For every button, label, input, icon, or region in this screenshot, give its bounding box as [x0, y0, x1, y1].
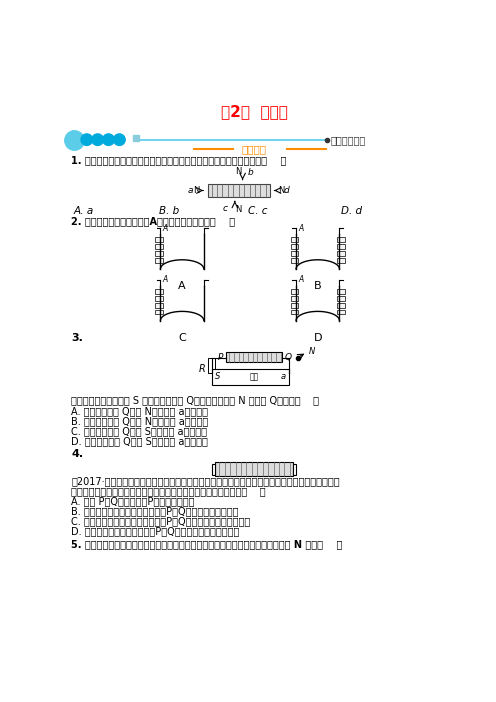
Bar — [155, 303, 163, 307]
Bar — [212, 464, 215, 475]
Text: C. 若只改变螺线管中的电流方向，P、Q两点处的磁场方向会改变: C. 若只改变螺线管中的电流方向，P、Q两点处的磁场方向会改变 — [71, 517, 250, 526]
Circle shape — [103, 134, 114, 145]
Text: 3.: 3. — [71, 333, 83, 343]
Text: N: N — [278, 186, 285, 195]
Text: C: C — [178, 333, 186, 343]
Bar — [291, 237, 299, 242]
Text: Q: Q — [284, 353, 292, 362]
Text: 能力提升: 能力提升 — [242, 144, 267, 154]
Text: A: A — [163, 224, 168, 233]
Bar — [337, 258, 345, 263]
Text: A: A — [179, 282, 186, 291]
Bar — [215, 463, 293, 476]
Circle shape — [92, 134, 104, 145]
Text: N: N — [236, 167, 242, 176]
Bar — [337, 237, 345, 242]
Bar — [291, 303, 299, 307]
Text: A. a: A. a — [73, 206, 94, 216]
Text: C. c: C. c — [248, 206, 267, 216]
Text: D. d: D. d — [341, 206, 362, 216]
Text: P: P — [218, 353, 223, 362]
Bar — [155, 251, 163, 256]
Text: 1. 如图所示，通电螺线管周围的小磁针静止时，小磁针指向不正确的是（    ）: 1. 如图所示，通电螺线管周围的小磁针静止时，小磁针指向不正确的是（ ） — [71, 155, 287, 166]
Text: c: c — [223, 204, 228, 213]
Bar — [337, 251, 345, 256]
Bar — [155, 289, 163, 293]
Bar — [155, 310, 163, 314]
Bar — [155, 237, 163, 242]
Bar — [337, 310, 345, 314]
Text: C. 通电螺线管的 Q端为 S极，电源 a端为正极: C. 通电螺线管的 Q端为 S极，电源 a端为正极 — [71, 425, 207, 436]
Text: 电池: 电池 — [249, 372, 259, 381]
Text: 屑，通电后轻磁玻璃板，鐵屑的排列如图所示。下列说法正确的是（    ）: 屑，通电后轻磁玻璃板，鐵屑的排列如图所示。下列说法正确的是（ ） — [71, 486, 266, 496]
Text: 5. 如图所示，将一根导线弯成圆形，在其里面放置一个小磁针，通电后，小磁针的 N 极将（    ）: 5. 如图所示，将一根导线弯成圆形，在其里面放置一个小磁针，通电后，小磁针的 N… — [71, 539, 343, 549]
Text: D. 通电螺线管的 Q端为 S极，电源 a端为负极: D. 通电螺线管的 Q端为 S极，电源 a端为负极 — [71, 436, 208, 446]
Bar — [291, 258, 299, 263]
Bar — [226, 352, 282, 362]
Bar — [337, 289, 345, 293]
Bar — [293, 464, 296, 475]
Text: 4.: 4. — [71, 449, 83, 459]
Text: A: A — [299, 275, 304, 284]
Bar — [155, 296, 163, 300]
Text: B. 通电螺线管的 Q端为 N极，电源 a端为负极: B. 通电螺线管的 Q端为 N极，电源 a端为负极 — [71, 416, 208, 425]
Bar — [291, 244, 299, 249]
Text: 第2节  电生磁: 第2节 电生磁 — [221, 104, 288, 119]
Text: N: N — [193, 186, 199, 195]
Text: （2017·山西中考）小明在一块有机玻璃板上安装了一个用导线绕成的螺线管，在板面上均匀撒满鐵: （2017·山西中考）小明在一块有机玻璃板上安装了一个用导线绕成的螺线管，在板面… — [71, 477, 340, 486]
Text: b: b — [248, 168, 254, 177]
Text: B: B — [314, 282, 321, 291]
Text: N: N — [236, 205, 242, 214]
Text: B. 若只改变螺线管中的电流方向，P、Q两点处的磁场会减弱: B. 若只改变螺线管中的电流方向，P、Q两点处的磁场会减弱 — [71, 507, 239, 517]
Bar — [337, 296, 345, 300]
Bar — [291, 251, 299, 256]
Bar — [337, 303, 345, 307]
Bar — [208, 357, 215, 373]
Bar — [208, 185, 270, 197]
Text: D. 若只增大螺线管中的电流，P、Q两点处的磁场方向会改变: D. 若只增大螺线管中的电流，P、Q两点处的磁场方向会改变 — [71, 526, 240, 536]
Text: 2. 如图所示，闭合开关后，A点磁场方向向左的是（    ）: 2. 如图所示，闭合开关后，A点磁场方向向左的是（ ） — [71, 216, 236, 226]
Bar — [291, 296, 299, 300]
Text: 知能演练提升: 知能演练提升 — [331, 135, 366, 145]
Text: A: A — [163, 275, 168, 284]
Text: R: R — [198, 364, 205, 374]
Text: a: a — [280, 372, 285, 381]
Text: N: N — [309, 347, 314, 356]
Text: d: d — [284, 186, 290, 195]
Bar — [155, 258, 163, 263]
Bar — [291, 310, 299, 314]
Text: S: S — [215, 372, 221, 381]
Circle shape — [114, 134, 125, 145]
Text: D: D — [313, 333, 322, 343]
Text: A: A — [299, 224, 304, 233]
Circle shape — [81, 134, 93, 145]
Text: 如图所示，当闭合开关 S 后，通电螺线管 Q端附近的小磁针 N 极转向 Q端，则（    ）: 如图所示，当闭合开关 S 后，通电螺线管 Q端附近的小磁针 N 极转向 Q端，则… — [71, 395, 319, 405]
Bar — [337, 244, 345, 249]
Bar — [291, 289, 299, 293]
Bar — [155, 244, 163, 249]
Bar — [212, 369, 289, 385]
Text: A. 图中 P、Q两点相比，P点处的磁场较强: A. 图中 P、Q两点相比，P点处的磁场较强 — [71, 496, 195, 507]
Text: a: a — [188, 186, 193, 195]
Text: A. 通电螺线管的 Q端为 N极，电源 a端为正极: A. 通电螺线管的 Q端为 N极，电源 a端为正极 — [71, 406, 208, 416]
Text: B. b: B. b — [159, 206, 179, 216]
